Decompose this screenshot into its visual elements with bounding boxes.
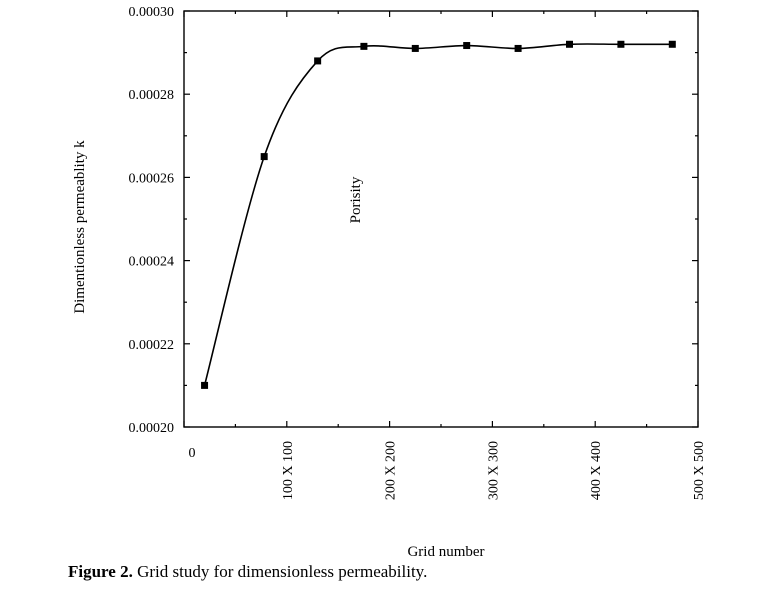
- x-tick-label: 200 X 200: [384, 441, 399, 500]
- data-point-marker: [566, 40, 573, 48]
- data-point-marker: [260, 153, 268, 161]
- x-tick-label: 500 X 500: [692, 441, 707, 500]
- y-tick-label: 0.00022: [129, 338, 175, 353]
- x-tick-label: 400 X 400: [589, 441, 604, 500]
- x-tick-label: 300 X 300: [486, 441, 501, 500]
- x-tick-label: 100 X 100: [281, 441, 296, 500]
- data-point-marker: [360, 42, 368, 50]
- y-tick-label: 0.00026: [129, 171, 175, 186]
- y-tick-label: 0.00024: [129, 255, 175, 270]
- figure-caption: Figure 2. Grid study for dimensionless p…: [68, 562, 427, 582]
- x-axis-label: Grid number: [407, 544, 484, 560]
- data-point-marker: [668, 40, 676, 48]
- data-point-marker: [201, 381, 209, 389]
- x-tick-label: 0: [189, 446, 196, 461]
- y-tick-label: 0.00020: [129, 421, 175, 436]
- annotation-label: Porisity: [348, 176, 364, 223]
- caption-text: Grid study for dimensionless permeabilit…: [132, 562, 428, 581]
- y-tick-label: 0.00030: [129, 5, 175, 20]
- caption-figure-number: Figure 2.: [68, 562, 133, 581]
- y-axis-ticks: [184, 10, 698, 428]
- x-axis-ticks: [183, 11, 699, 427]
- data-point-marker: [411, 44, 419, 52]
- x-axis-tick-labels: 0 100 X 100 200 X 200 300 X 300 400 X 400 500…: [189, 441, 708, 500]
- series-markers: [201, 40, 676, 389]
- y-tick-label: 0.00028: [129, 88, 175, 103]
- plot-frame: [183, 10, 699, 428]
- data-point-marker: [314, 57, 322, 65]
- permeability-chart: 0.00020 0.00022 0.00024 0.00026 0.00028 0.000…: [72, 5, 708, 560]
- data-point-marker: [463, 42, 471, 50]
- series-line: [203, 43, 673, 386]
- y-axis-label: Dimentionless permeablity k: [72, 140, 88, 314]
- y-axis-tick-labels: 0.00020 0.00022 0.00024 0.00026 0.00028 0.000…: [129, 5, 175, 436]
- data-point-marker: [617, 40, 625, 48]
- data-point-marker: [514, 44, 522, 52]
